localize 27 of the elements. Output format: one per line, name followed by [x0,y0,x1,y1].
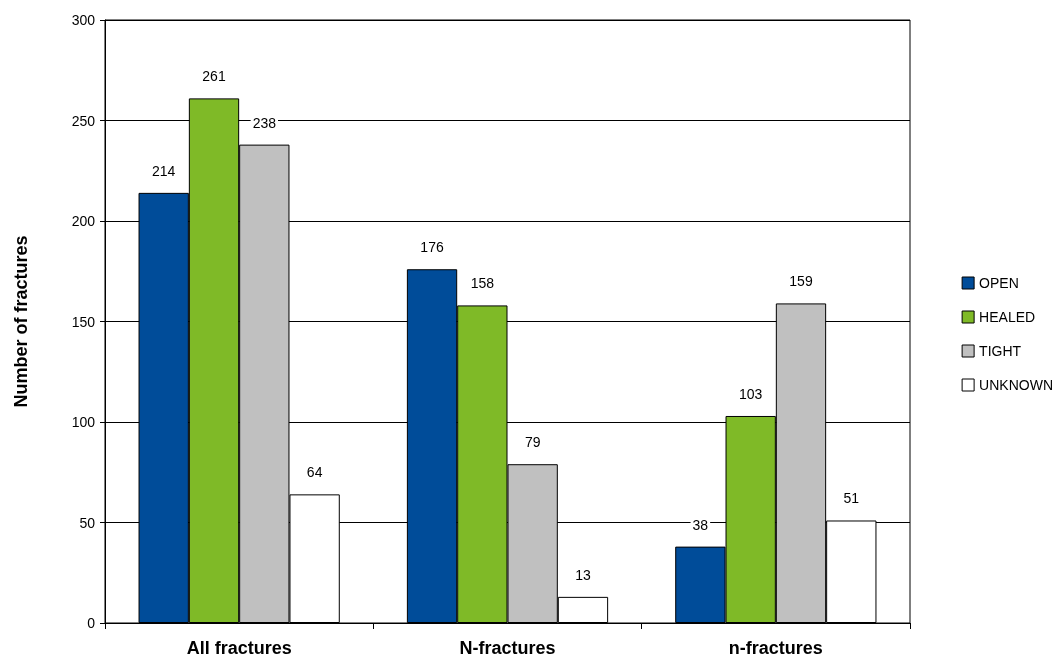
data-label: 261 [202,68,226,85]
y-tick-label: 250 [71,112,96,129]
x-tick-label: N-fractures [459,638,556,658]
data-label: 158 [470,275,495,292]
data-label: 64 [306,464,323,481]
y-axis-title: Number of fractures [11,235,31,408]
data-label: 38 [692,516,709,533]
y-tick-label: 150 [71,313,96,330]
data-label: 13 [575,566,591,583]
y-tick-label: 100 [71,414,96,430]
x-tick-label: n-fractures [728,638,823,658]
y-tick-label: 50 [79,514,96,531]
legend-label: HEALED [979,309,1036,325]
data-label: 103 [739,385,763,402]
legend-label: OPEN [979,275,1019,291]
y-tick-label: 0 [87,615,96,631]
data-label: 79 [524,434,541,451]
data-label: 214 [152,162,176,179]
legend-label: UNKNOWN [979,377,1054,393]
data-label: 159 [789,273,813,290]
data-label: 51 [843,490,860,507]
y-tick-label: 200 [71,213,96,229]
data-label: 238 [252,114,277,131]
legend-label: TIGHT [979,343,1022,359]
x-tick-label: All fractures [186,638,292,658]
data-label: 176 [420,239,444,256]
y-tick-label: 300 [71,12,96,28]
